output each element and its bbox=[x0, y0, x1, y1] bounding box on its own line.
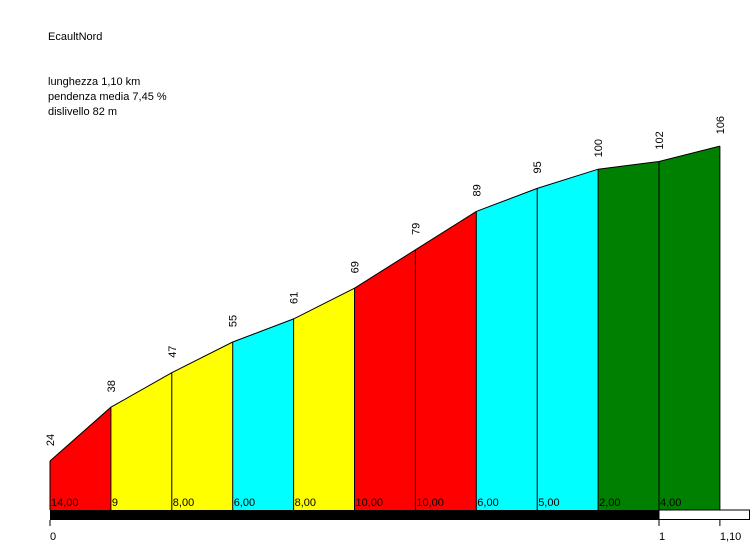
profile-outline bbox=[49, 145, 721, 462]
profile-segment bbox=[415, 211, 477, 510]
profile-segment bbox=[476, 188, 538, 510]
elevation-label: 102 bbox=[654, 131, 666, 149]
x-axis-tick-label: 1 bbox=[659, 531, 665, 543]
x-axis-tick-label: 0 bbox=[50, 531, 56, 543]
elevation-label: 47 bbox=[167, 346, 179, 358]
elevation-label: 89 bbox=[471, 184, 483, 196]
segment-grade-label: 14,00 bbox=[51, 497, 79, 509]
x-axis-tick-label: 1,10 bbox=[720, 531, 741, 543]
profile-segment bbox=[50, 407, 111, 510]
profile-segment bbox=[110, 372, 172, 510]
segment-grade-label: 10,00 bbox=[416, 497, 444, 509]
elevation-label: 38 bbox=[106, 380, 118, 392]
profile-segment bbox=[354, 249, 416, 511]
chart-title: EcaultNord bbox=[48, 31, 103, 43]
segment-grade-label: 2,00 bbox=[599, 497, 620, 509]
segment-grade-label: 5,00 bbox=[538, 497, 559, 509]
segment-grade-label: 6,00 bbox=[234, 497, 255, 509]
segment-grade-label: 4,00 bbox=[660, 497, 681, 509]
elevation-label: 106 bbox=[715, 116, 727, 134]
segment-grade-label: 8,00 bbox=[295, 497, 316, 509]
elevation-label: 79 bbox=[410, 223, 422, 235]
segment-grade-label: 10,00 bbox=[356, 497, 384, 509]
distance-bar-white bbox=[658, 509, 750, 520]
elevation-label: 61 bbox=[289, 292, 301, 304]
elevation-label: 69 bbox=[350, 261, 362, 273]
segment-grade-label: 9 bbox=[112, 497, 118, 509]
elevation-label: 100 bbox=[593, 139, 605, 157]
profile-segment bbox=[598, 161, 659, 510]
profile-segment bbox=[659, 146, 720, 510]
segment-grade-label: 8,00 bbox=[173, 497, 194, 509]
elevation-label: 55 bbox=[228, 315, 240, 327]
average-grade-info: pendenza media 7,45 % bbox=[48, 91, 167, 103]
length-info: lunghezza 1,10 km bbox=[48, 76, 141, 88]
profile-segment bbox=[232, 318, 294, 510]
profile-segment bbox=[537, 169, 599, 510]
profile-segment bbox=[171, 342, 233, 510]
elevation-label: 95 bbox=[532, 161, 544, 173]
elevation-label: 24 bbox=[45, 434, 57, 446]
distance-bar-black bbox=[50, 510, 659, 520]
profile-segment bbox=[293, 288, 355, 510]
segment-grade-label: 6,00 bbox=[477, 497, 498, 509]
elevation-gain-info: dislivello 82 m bbox=[48, 106, 118, 118]
